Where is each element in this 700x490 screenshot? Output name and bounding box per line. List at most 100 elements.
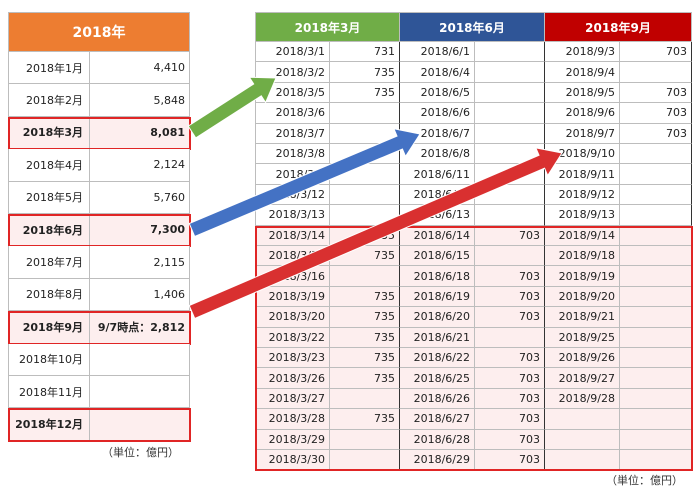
month-label: 2018年4月 [8,149,90,182]
date-cell: 2018/3/5 [255,82,330,104]
month-label: 2018年11月 [8,376,90,409]
month-value: 9/7時点：2,812 [90,311,190,344]
date-cell: 2018/3/7 [255,123,330,144]
date-cell: 2018/9/12 [545,184,620,206]
month-value: 5,760 [90,181,190,214]
amount-cell: 703 [475,266,545,287]
amount-cell: 735 [330,82,400,104]
amount-cell: 735 [330,62,400,83]
date-cell: 2018/6/15 [400,246,475,267]
date-cell: 2018/3/29 [255,429,330,450]
amount-cell: 703 [475,307,545,328]
amount-cell: 703 [475,286,545,308]
unit-note: （単位：億円） [102,446,179,459]
month-label: 2018年3月 [8,116,90,150]
date-cell: 2018/9/7 [545,123,620,144]
amount-cell: 703 [475,348,545,369]
month-value [90,376,190,409]
date-cell: 2018/6/25 [400,368,475,389]
month-value: 7,300 [90,214,190,247]
arrow [187,76,277,139]
date-cell: 2018/3/23 [255,348,330,369]
amount-cell [330,184,400,206]
date-cell: 2018/9/14 [545,225,620,246]
amount-cell: 703 [620,123,692,144]
month-label: 2018年7月 [8,246,90,279]
date-cell: 2018/9/20 [545,286,620,308]
month-header: 2018年9月 [545,12,692,42]
amount-cell [330,429,400,450]
date-cell: 2018/9/19 [545,266,620,287]
month-value: 8,081 [90,116,190,150]
date-cell: 2018/3/22 [255,327,330,348]
amount-cell [475,205,545,226]
date-cell: 2018/9/3 [545,42,620,63]
amount-cell: 735 [330,327,400,348]
arrow [188,128,421,238]
amount-cell: 735 [330,409,400,430]
amount-cell [475,246,545,267]
amount-cell: 735 [330,286,400,308]
month-value: 2,124 [90,149,190,182]
amount-cell [330,103,400,124]
month-label: 2018年1月 [8,52,90,85]
month-label: 2018年8月 [8,278,90,312]
month-header: 2018年6月 [400,12,545,42]
date-cell: 2018/3/13 [255,205,330,226]
date-cell: 2018/3/6 [255,103,330,124]
month-value: 1,406 [90,278,190,312]
date-cell: 2018/6/19 [400,286,475,308]
date-cell: 2018/3/8 [255,144,330,165]
date-cell: 2018/6/20 [400,307,475,328]
date-cell: 2018/9/21 [545,307,620,328]
month-label: 2018年2月 [8,84,90,117]
date-cell: 2018/9/28 [545,388,620,410]
date-cell: 2018/6/6 [400,103,475,124]
date-cell: 2018/3/28 [255,409,330,430]
date-cell: 2018/9/25 [545,327,620,348]
date-cell: 2018/6/7 [400,123,475,144]
amount-cell [475,103,545,124]
month-label: 2018年10月 [8,343,90,376]
date-cell: 2018/6/26 [400,388,475,410]
month-value [90,343,190,376]
amount-cell: 731 [330,42,400,63]
date-cell: 2018/6/28 [400,429,475,450]
date-cell [545,409,620,430]
date-cell: 2018/9/4 [545,62,620,83]
amount-cell: 735 [330,368,400,389]
amount-cell: 735 [330,348,400,369]
date-cell: 2018/9/6 [545,103,620,124]
month-value: 5,848 [90,84,190,117]
date-cell: 2018/6/14 [400,225,475,246]
month-header: 2018年3月 [255,12,400,42]
amount-cell [330,388,400,410]
date-cell: 2018/9/26 [545,348,620,369]
date-cell: 2018/9/18 [545,246,620,267]
amount-cell [475,62,545,83]
date-cell: 2018/3/1 [255,42,330,63]
date-cell: 2018/3/14 [255,225,330,246]
date-cell: 2018/6/4 [400,62,475,83]
month-value: 4,410 [90,52,190,85]
amount-cell [620,184,692,206]
amount-cell: 703 [620,103,692,124]
date-cell: 2018/6/8 [400,144,475,165]
month-value: 2,115 [90,246,190,279]
date-cell: 2018/6/1 [400,42,475,63]
amount-cell: 703 [620,42,692,63]
date-cell: 2018/9/13 [545,205,620,226]
month-label: 2018年9月 [8,311,90,344]
amount-cell [475,327,545,348]
amount-cell [620,62,692,83]
amount-cell [620,205,692,226]
date-cell: 2018/9/27 [545,368,620,389]
date-cell: 2018/6/5 [400,82,475,104]
date-cell: 2018/6/22 [400,348,475,369]
amount-cell [475,123,545,144]
left-header: 2018年 [8,12,190,52]
date-cell: 2018/6/18 [400,266,475,287]
amount-cell: 703 [475,409,545,430]
